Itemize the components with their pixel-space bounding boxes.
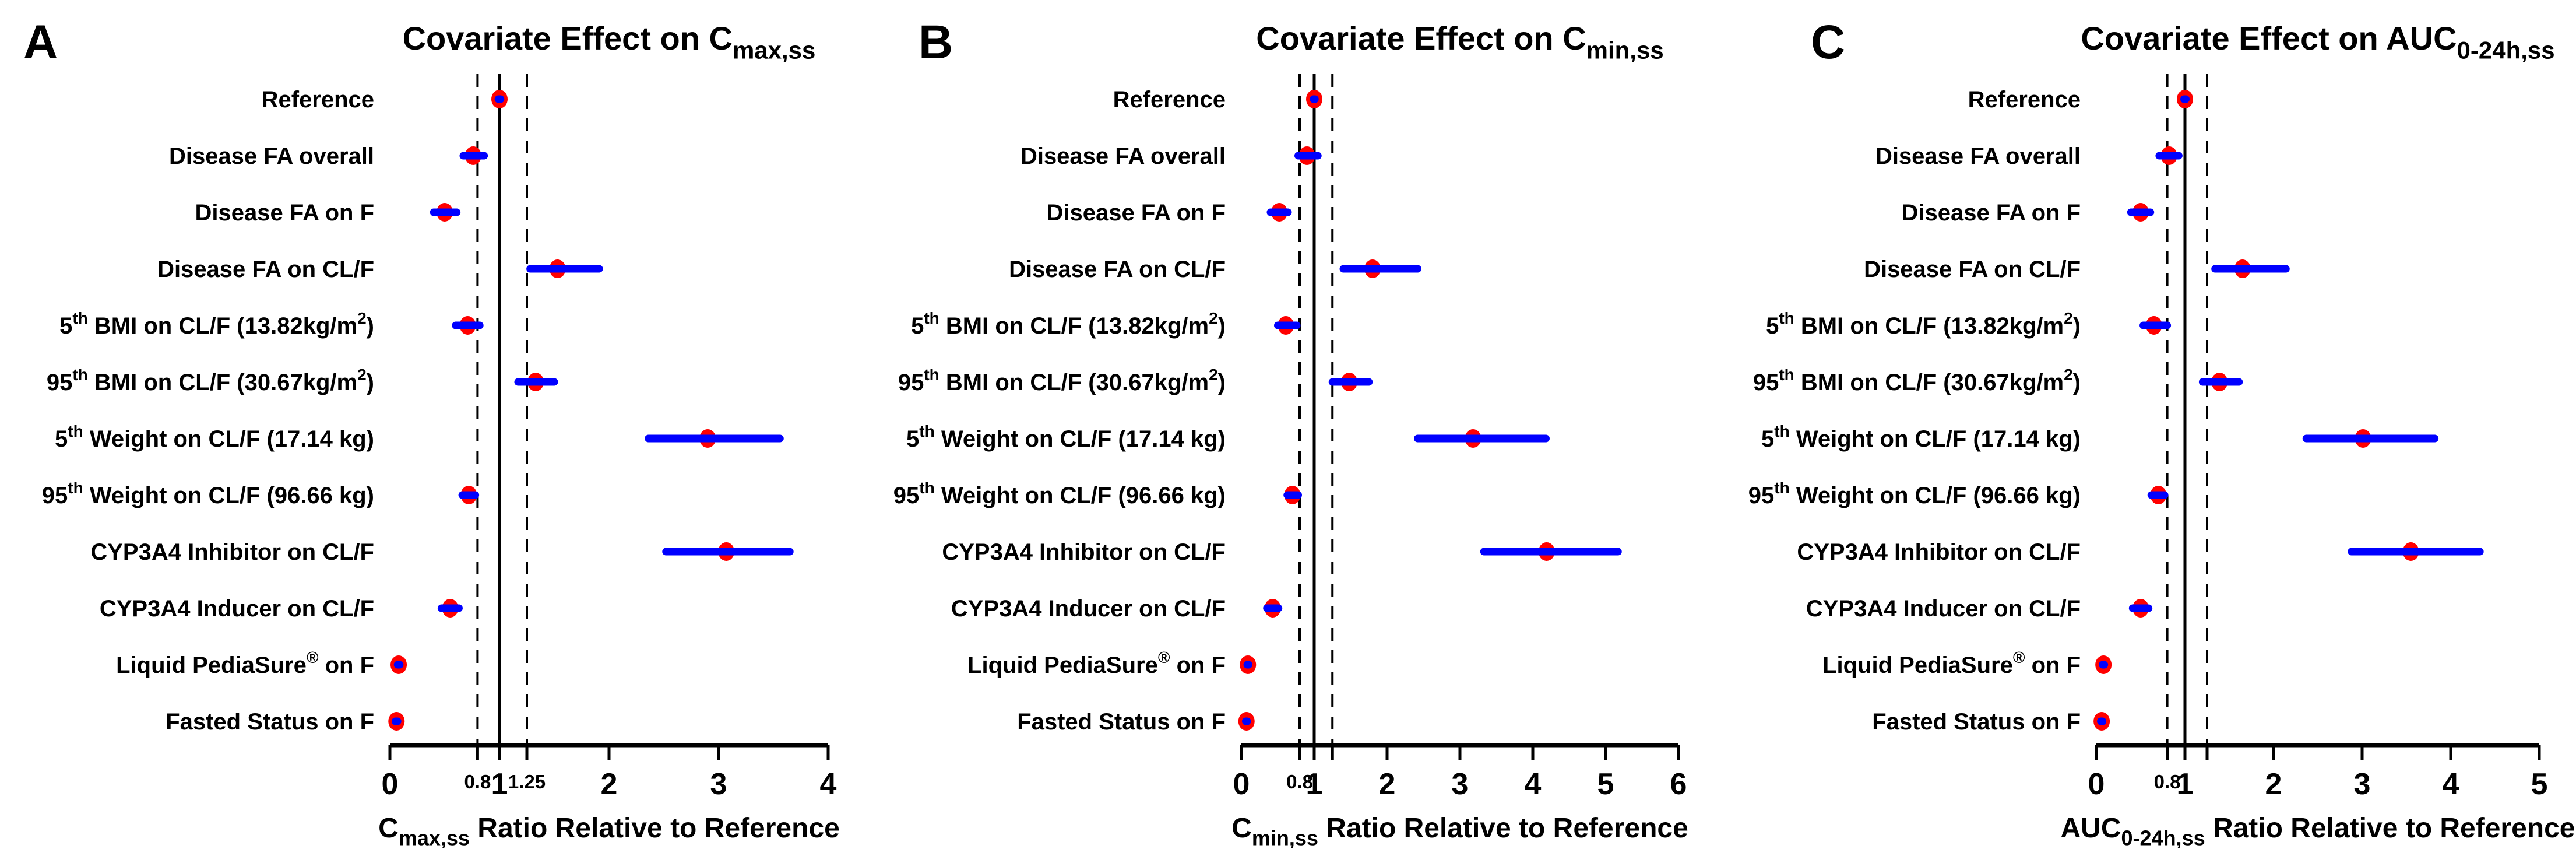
row-label: 5th Weight on CL/F (17.14 kg) [906, 422, 1226, 452]
row-label: CYP3A4 Inducer on CL/F [951, 596, 1226, 622]
x-tick-label: 4 [2443, 767, 2459, 801]
row-label: Disease FA overall [169, 143, 374, 169]
x-tick-label: 3 [2354, 767, 2371, 801]
panel-cmin-chart: B Covariate Effect on Cmin,ss 0 0.81 2 3 4 5 6 Cm… [893, 16, 1688, 850]
panel-cmax-chart: A Covariate Effect on Cmax,ss 0 0.8 1 1.25 2 3 4… [23, 16, 840, 850]
row-label: 95th BMI on CL/F (30.67kg/m2) [1753, 366, 2081, 395]
row-label: 5th Weight on CL/F (17.14 kg) [55, 422, 374, 452]
panel-title: Covariate Effect on AUC0-24h,ss [2081, 20, 2554, 64]
x-axis-title: Cmax,ss Ratio Relative to Reference [378, 813, 840, 850]
x-axis-title: Cmin,ss Ratio Relative to Reference [1231, 813, 1688, 850]
panel-letter: B [919, 16, 953, 69]
x-axis-title: AUC0-24h,ss Ratio Relative to Reference [2061, 813, 2575, 850]
row-label: 5th BMI on CL/F (13.82kg/m2) [1766, 309, 2081, 339]
x-tick-label: 1 [491, 767, 508, 801]
x-tick-label: 5 [2531, 767, 2548, 801]
row-label: Liquid PediaSure® on F [967, 648, 1226, 678]
row-label: 95th Weight on CL/F (96.66 kg) [42, 479, 374, 508]
row-label: Reference [262, 87, 374, 113]
x-tick-label: 0.8 [464, 771, 491, 792]
row-label: 95th Weight on CL/F (96.66 kg) [1748, 479, 2081, 508]
row-label: CYP3A4 Inhibitor on CL/F [90, 539, 374, 565]
x-tick-label: 4 [1525, 767, 1542, 801]
x-tick-label: 1 [2177, 767, 2194, 801]
row-label: CYP3A4 Inhibitor on CL/F [1797, 539, 2081, 565]
panel-auc-chart: C Covariate Effect on AUC0-24h,ss 0 0.81 2 3 4… [1748, 16, 2575, 850]
row-label: Disease FA on F [1047, 200, 1226, 226]
row-label: Reference [1968, 87, 2081, 113]
row-label: Disease FA on F [1902, 200, 2081, 226]
row-label: Disease FA on CL/F [1864, 257, 2081, 282]
x-tick-label: 3 [1452, 767, 1469, 801]
x-tick-label: 2 [2265, 767, 2282, 801]
x-tick-label: 4 [820, 767, 837, 801]
panel-cmin: B Covariate Effect on Cmin,ss 0 0.8 1 2 3 4 5 6 Cm… [858, 0, 1718, 856]
row-label: 95th BMI on CL/F (30.67kg/m2) [898, 366, 1226, 395]
panel-title: Covariate Effect on Cmax,ss [403, 20, 816, 64]
x-tick-label: 0 [382, 767, 399, 801]
row-label: Liquid PediaSure® on F [1822, 648, 2081, 678]
x-tick-label: 0 [2088, 767, 2105, 801]
row-label: Fasted Status on F [1872, 709, 2081, 735]
row-label: 95th BMI on CL/F (30.67kg/m2) [47, 366, 374, 395]
row-label: 5th BMI on CL/F (13.82kg/m2) [59, 309, 374, 339]
x-tick-label: 6 [1670, 767, 1687, 801]
x-tick-label: 1.25 [508, 771, 546, 792]
row-label: 5th BMI on CL/F (13.82kg/m2) [911, 309, 1226, 339]
row-label: Disease FA on CL/F [157, 257, 374, 282]
x-tick-label: 2 [601, 767, 618, 801]
panel-auc: C Covariate Effect on AUC0-24h,ss 0 0.8 1 2 3 4… [1718, 0, 2576, 856]
x-tick-label: 0.8 [2154, 771, 2181, 792]
row-label: CYP3A4 Inducer on CL/F [1806, 596, 2081, 622]
panel-title: Covariate Effect on Cmin,ss [1256, 20, 1663, 64]
row-label: Disease FA overall [1875, 143, 2081, 169]
panel-letter: C [1811, 16, 1845, 69]
panel-letter: A [23, 16, 58, 69]
row-label: CYP3A4 Inducer on CL/F [100, 596, 374, 622]
row-label: 5th Weight on CL/F (17.14 kg) [1761, 422, 2081, 452]
row-label: Fasted Status on F [166, 709, 374, 735]
x-tick-label: 3 [710, 767, 727, 801]
x-tick-label: 5 [1597, 767, 1614, 801]
row-label: Liquid PediaSure® on F [116, 648, 374, 678]
row-label: CYP3A4 Inhibitor on CL/F [942, 539, 1226, 565]
row-label: Disease FA on F [195, 200, 375, 226]
row-label: Fasted Status on F [1017, 709, 1226, 735]
row-label: 95th Weight on CL/F (96.66 kg) [893, 479, 1226, 508]
x-tick-label: 0.8 [1286, 771, 1313, 792]
row-label: Reference [1113, 87, 1226, 113]
x-tick-label: 2 [1379, 767, 1396, 801]
panel-cmax: A Covariate Effect on Cmax,ss 0 0.8 1 1.25 2 3 4… [0, 0, 859, 856]
row-label: Disease FA overall [1020, 143, 1226, 169]
x-tick-label: 0 [1233, 767, 1250, 801]
row-label: Disease FA on CL/F [1009, 257, 1226, 282]
x-tick-label: 1 [1306, 767, 1323, 801]
